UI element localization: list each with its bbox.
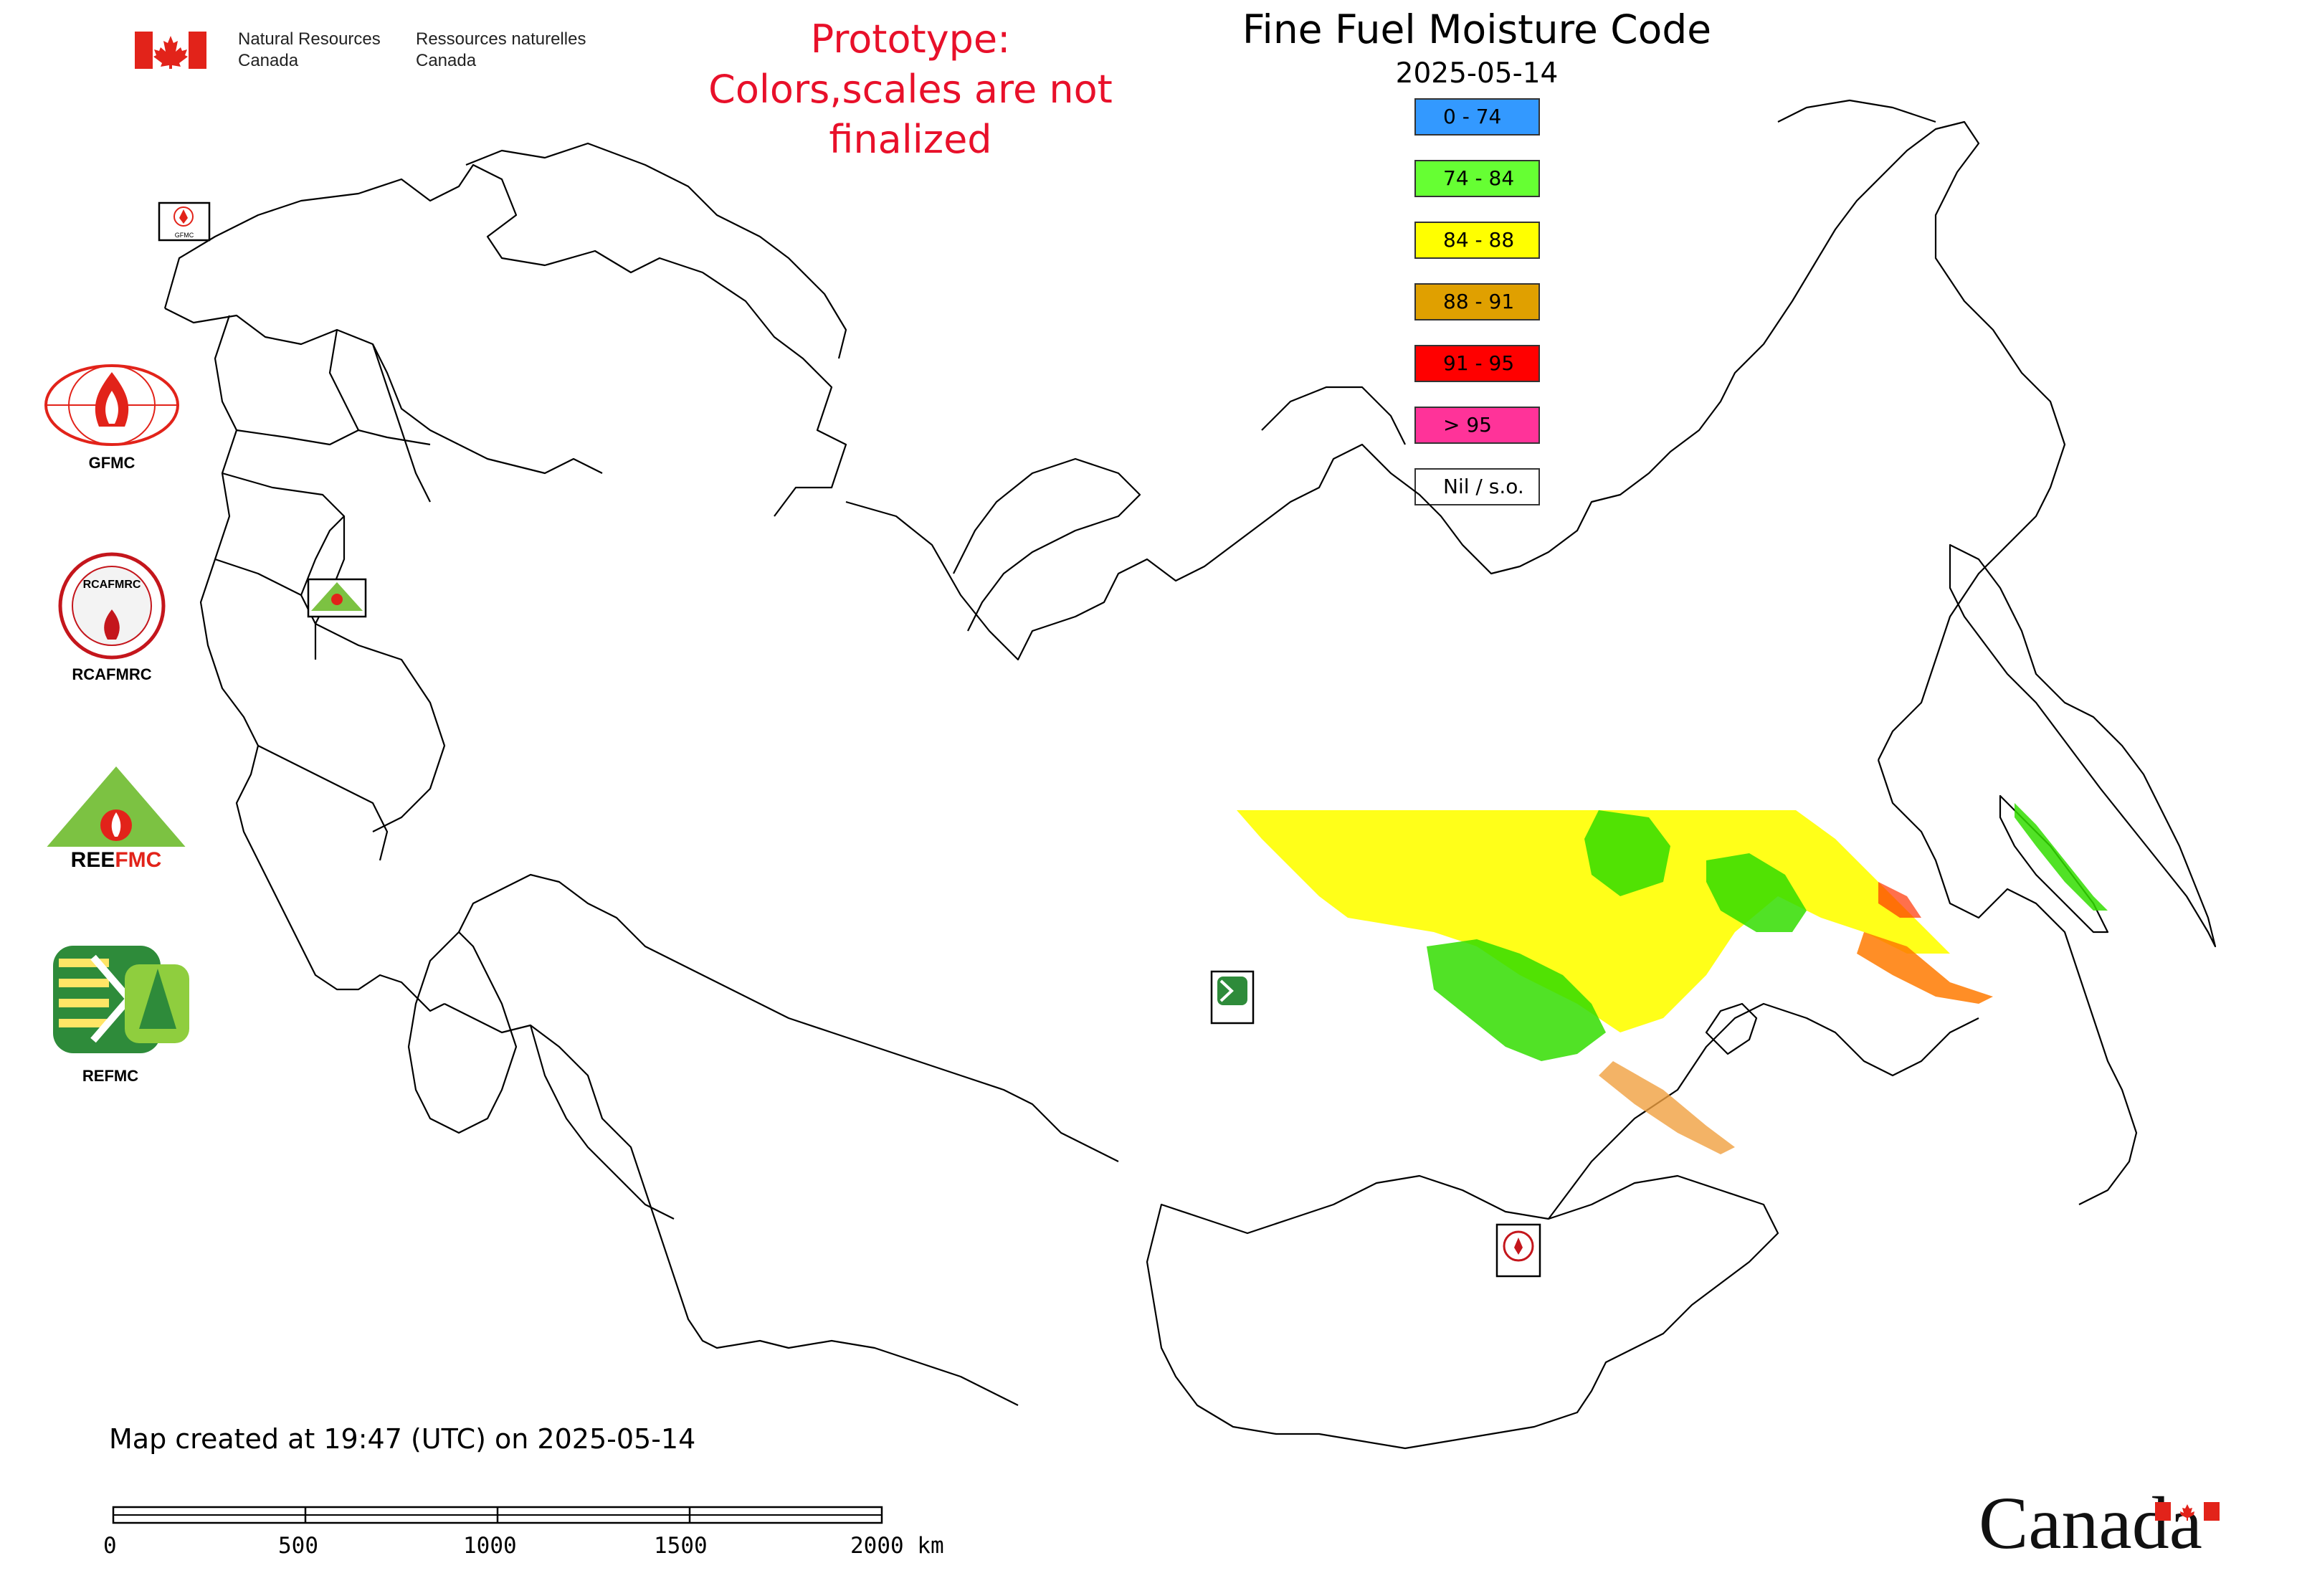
legend-item: 84 - 88	[1414, 222, 1540, 259]
refmc-logo-icon	[53, 946, 189, 1053]
peninsula-taymyr	[1261, 386, 1406, 445]
map-marker-gfmc[interactable]: GFMC	[158, 201, 211, 242]
map-marker-rcafmrc[interactable]	[1495, 1223, 1541, 1278]
boundary-china-russia	[1548, 1002, 1979, 1220]
boundary-kazakhstan	[444, 1003, 1019, 1406]
legend-item: 88 - 91	[1414, 283, 1540, 320]
ffmc-zone-green-b	[1427, 939, 1606, 1061]
center-logo-gfmc[interactable]: GFMC	[40, 362, 184, 472]
coastline-caspian-sea	[407, 931, 518, 1134]
coastline-far-east	[1877, 759, 2138, 1205]
boundary-kazakh-russia	[458, 873, 1119, 1162]
ffmc-zone-yellow	[1237, 810, 1950, 1032]
legend-item-label: 84 - 88	[1443, 228, 1515, 252]
legend-item: 74 - 84	[1414, 160, 1540, 197]
legend-item-label: 91 - 95	[1443, 351, 1515, 375]
svg-text:RCAFMRC: RCAFMRC	[83, 579, 141, 591]
org-name-fr-line1: Ressources naturelles	[416, 29, 586, 49]
scale-bar	[112, 1506, 883, 1524]
center-label-gfmc: GFMC	[88, 454, 135, 472]
government-signature: Natural Resources Canada Ressources natu…	[135, 29, 608, 75]
legend-item: Nil / s.o.	[1414, 468, 1540, 505]
org-name-fr: Ressources naturelles Canada	[416, 29, 586, 72]
ffmc-zone-green-kamchatka	[2015, 803, 2108, 911]
boundary-belarus	[222, 472, 346, 660]
legend-item-label: 0 - 74	[1443, 105, 1502, 128]
map-marker-refmc[interactable]	[1210, 970, 1255, 1025]
ffmc-zone-orange-b	[1857, 932, 1993, 1004]
prototype-notice-line1: Prototype:	[810, 16, 1011, 62]
scale-tick-2000: 2000 km	[850, 1533, 944, 1559]
peninsula-kamchatka	[1949, 543, 2217, 948]
boundary-ukraine	[214, 558, 446, 832]
boundary-west	[199, 315, 445, 1012]
map-title: Fine Fuel Moisture Code	[1242, 6, 1712, 52]
boundary-mongolia	[1146, 1174, 1779, 1450]
boundary-central-asia	[529, 1025, 675, 1220]
ffmc-zone-green-a	[1584, 810, 1670, 896]
coastline-chukotka	[1777, 99, 1936, 123]
legend-item: 0 - 74	[1414, 98, 1540, 136]
map-marker-reefmc[interactable]	[307, 578, 367, 618]
center-logo-refmc[interactable]: REFMC	[50, 943, 194, 1090]
ffmc-zone-red	[1878, 882, 1921, 918]
map-marker-gfmc-label: GFMC	[175, 232, 194, 239]
legend-item-label: 88 - 91	[1443, 290, 1515, 313]
canada-flag-icon	[135, 32, 206, 69]
scale-tick-1500: 1500	[654, 1533, 708, 1559]
legend-item: > 95	[1414, 407, 1540, 444]
ffmc-zone-orange	[1599, 1061, 1735, 1154]
coastline-kola	[163, 163, 847, 517]
legend-item-label: Nil / s.o.	[1443, 475, 1524, 498]
center-logo-reefmc[interactable]: REEFMC	[37, 764, 195, 878]
reefmc-logo-icon: REEFMC	[40, 766, 192, 872]
map-date: 2025-05-14	[1395, 57, 1559, 90]
coastline-black-sea	[257, 745, 389, 861]
scale-tick-0: 0	[103, 1533, 117, 1559]
scale-tick-500: 500	[278, 1533, 318, 1559]
boundary-interior-4	[300, 516, 345, 596]
coastline-arctic-siberia	[845, 120, 2066, 761]
ffmc-zone-green-c	[1706, 853, 1807, 932]
wordmark-flag-icon	[2155, 1502, 2220, 1521]
prototype-notice: Prototype: Colors,scales are not finaliz…	[638, 14, 1183, 165]
ffmc-data-layer	[1237, 803, 2108, 1154]
boundary-interior-2	[458, 444, 603, 475]
boundary-interior-1	[371, 343, 431, 503]
org-name-fr-line2: Canada	[416, 51, 477, 70]
prototype-notice-line2: Colors,scales are not finalized	[708, 67, 1113, 162]
gfmc-logo-icon	[44, 364, 179, 446]
center-label-rcafmrc: RCAFMRC	[72, 665, 152, 683]
legend-item-label: 74 - 84	[1443, 166, 1515, 190]
boundary-interior-3	[328, 329, 359, 431]
center-logo-rcafmrc[interactable]: RCAFMRC RCAFMRC	[40, 552, 184, 688]
org-name-en-line1: Natural Resources	[238, 29, 381, 49]
center-label-refmc: REFMC	[82, 1067, 139, 1085]
map-created-note: Map created at 19:47 (UTC) on 2025-05-14	[109, 1423, 696, 1455]
svg-text:REEFMC: REEFMC	[71, 848, 162, 872]
boundary-baltic-states	[236, 429, 431, 446]
coastline-scandinavia	[164, 308, 460, 445]
lake-baikal	[1705, 1002, 1758, 1055]
scale-tick-1000: 1000	[463, 1533, 517, 1559]
org-name-en-line2: Canada	[238, 51, 299, 70]
org-name-en: Natural Resources Canada	[238, 29, 381, 72]
island-novaya-zemlya	[953, 457, 1141, 632]
legend-item-label: > 95	[1443, 413, 1492, 437]
rcafmrc-logo-icon: RCAFMRC	[58, 552, 166, 660]
canada-wordmark: Canada	[1979, 1482, 2202, 1564]
coastline-white-sea	[465, 142, 847, 359]
legend-item: 91 - 95	[1414, 345, 1540, 382]
